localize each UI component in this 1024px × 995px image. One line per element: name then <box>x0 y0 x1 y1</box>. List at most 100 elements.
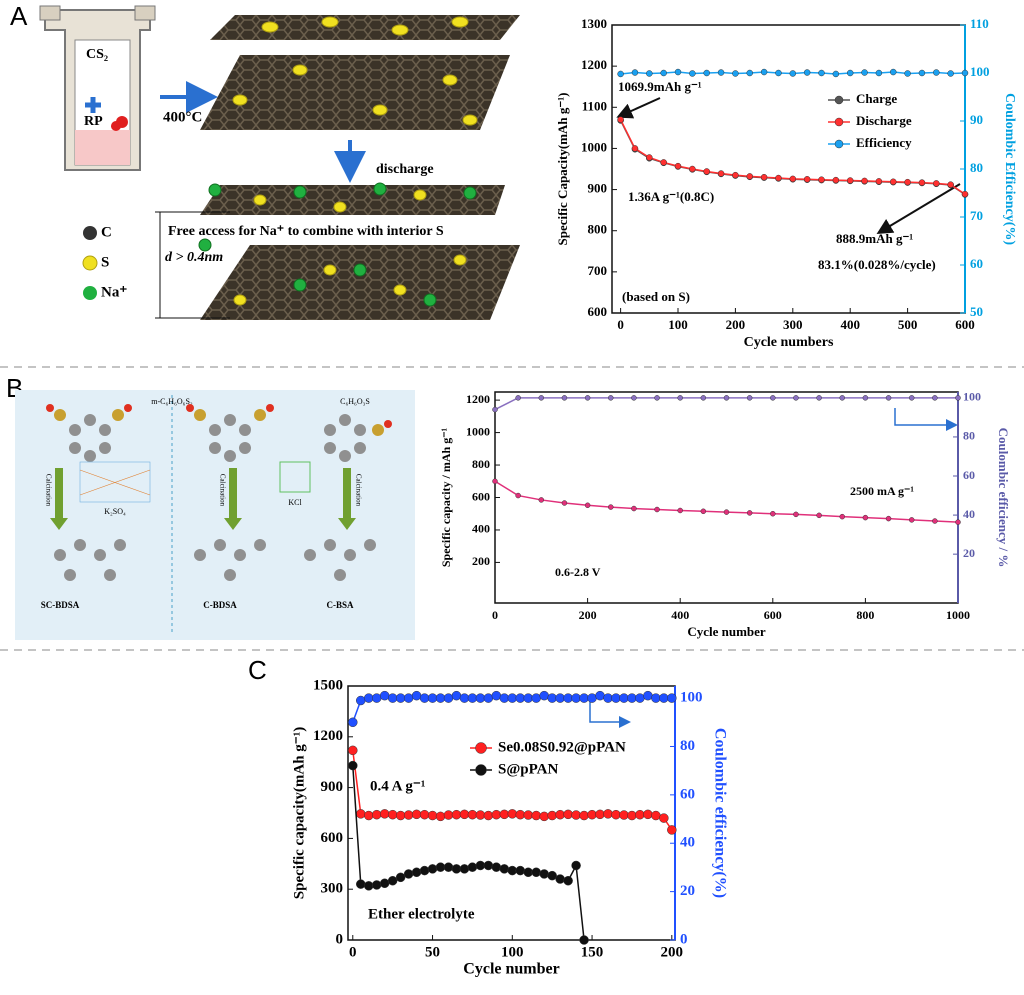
process: Calcination <box>44 474 52 507</box>
series-line <box>619 119 966 195</box>
arrow <box>894 408 958 431</box>
data-point <box>363 810 374 821</box>
data-point <box>515 865 526 876</box>
spacing: d > 0.4nm <box>165 250 223 265</box>
x-axis-label: Cycle number <box>463 961 559 978</box>
y2-tick-label: 0 <box>680 931 688 947</box>
panel-label: C <box>248 655 267 685</box>
arrow <box>589 700 631 728</box>
data-point <box>746 173 754 180</box>
data-point <box>387 809 398 820</box>
data-point <box>515 395 521 401</box>
legend-marker <box>475 742 487 754</box>
data-point <box>547 870 557 881</box>
data-point <box>918 179 926 186</box>
data-point <box>875 178 883 185</box>
data-point <box>491 809 502 820</box>
data-point <box>483 810 494 821</box>
data-point <box>395 810 406 821</box>
data-point <box>539 869 549 879</box>
annotation: (based on S) <box>622 289 690 304</box>
x-tick-label: 200 <box>661 944 684 960</box>
legend-label: Charge <box>856 91 897 106</box>
data-point <box>403 869 414 879</box>
data-point <box>717 69 725 76</box>
arrow <box>616 97 661 119</box>
legend-label: Discharge <box>856 113 912 128</box>
x-tick-label: 0 <box>617 317 624 332</box>
data-point <box>395 872 406 883</box>
data-point <box>659 813 669 823</box>
data-point <box>732 171 739 179</box>
arrow <box>876 183 961 235</box>
x-tick-label: 50 <box>425 944 440 960</box>
y2-tick-label: 40 <box>680 835 695 851</box>
data-point <box>371 809 382 820</box>
data-point <box>677 395 683 401</box>
data-point <box>555 874 565 884</box>
data-point <box>700 395 707 401</box>
data-point <box>492 478 498 485</box>
data-point <box>732 70 739 77</box>
y-tick-label: 600 <box>588 304 608 319</box>
data-point <box>411 809 422 820</box>
y-tick-label: 0 <box>336 931 344 947</box>
x-axis-label: Cycle numbers <box>744 335 834 350</box>
data-point <box>538 497 545 503</box>
y-tick-label: 200 <box>472 554 490 568</box>
data-point <box>803 69 811 76</box>
data-point <box>890 68 897 76</box>
x-tick-label: 300 <box>783 317 803 332</box>
data-point <box>635 693 645 703</box>
data-point <box>646 70 653 77</box>
data-point <box>816 395 822 401</box>
y-axis-label: Specific capacity(mAh g⁻¹) <box>291 727 307 899</box>
data-point <box>677 507 683 514</box>
data-point <box>435 693 446 703</box>
legend-marker <box>834 139 844 149</box>
data-point <box>660 159 667 166</box>
data-point <box>492 406 498 413</box>
data-point <box>443 862 454 872</box>
data-point <box>443 693 454 703</box>
data-point <box>475 810 486 820</box>
x-tick-label: 100 <box>501 944 524 960</box>
product: C-BSA <box>326 600 354 610</box>
schematic-b: m-C₆H₆O₆S₂ C₆H₆O₃S Calcination Calcinati… <box>15 390 415 640</box>
data-point <box>571 810 581 820</box>
data-point <box>803 176 811 183</box>
data-point <box>703 168 710 175</box>
data-point <box>885 395 892 401</box>
data-point <box>531 810 541 821</box>
x-tick-label: 0 <box>349 944 357 960</box>
y2-tick-label: 20 <box>963 546 975 560</box>
data-point <box>371 693 382 703</box>
y-axis-label: Specific capacity / mAh g⁻¹ <box>439 427 453 567</box>
data-point <box>885 515 892 522</box>
x-tick-label: 600 <box>955 317 975 332</box>
legend-marker <box>834 95 844 105</box>
data-point <box>538 395 545 401</box>
y-tick-label: 1500 <box>313 677 343 693</box>
data-point <box>603 693 613 703</box>
data-point <box>531 693 541 703</box>
data-point <box>348 760 358 771</box>
data-point <box>387 875 398 886</box>
data-point <box>627 810 637 821</box>
process: Calcination <box>354 474 362 507</box>
annotation: 888.9mAh g⁻¹ <box>836 231 913 246</box>
data-point <box>427 810 438 821</box>
y2-tick-label: 80 <box>680 738 695 754</box>
data-point <box>717 170 725 177</box>
data-point <box>411 690 422 701</box>
data-point <box>918 69 926 77</box>
data-point <box>435 862 446 872</box>
data-point <box>689 165 696 173</box>
data-point <box>579 810 589 821</box>
data-point <box>770 395 776 401</box>
data-point <box>579 935 589 945</box>
data-point <box>603 809 613 819</box>
annotation: 0.4 A g⁻¹ <box>370 778 425 794</box>
data-point <box>674 162 682 170</box>
process: Calcination <box>218 474 226 507</box>
